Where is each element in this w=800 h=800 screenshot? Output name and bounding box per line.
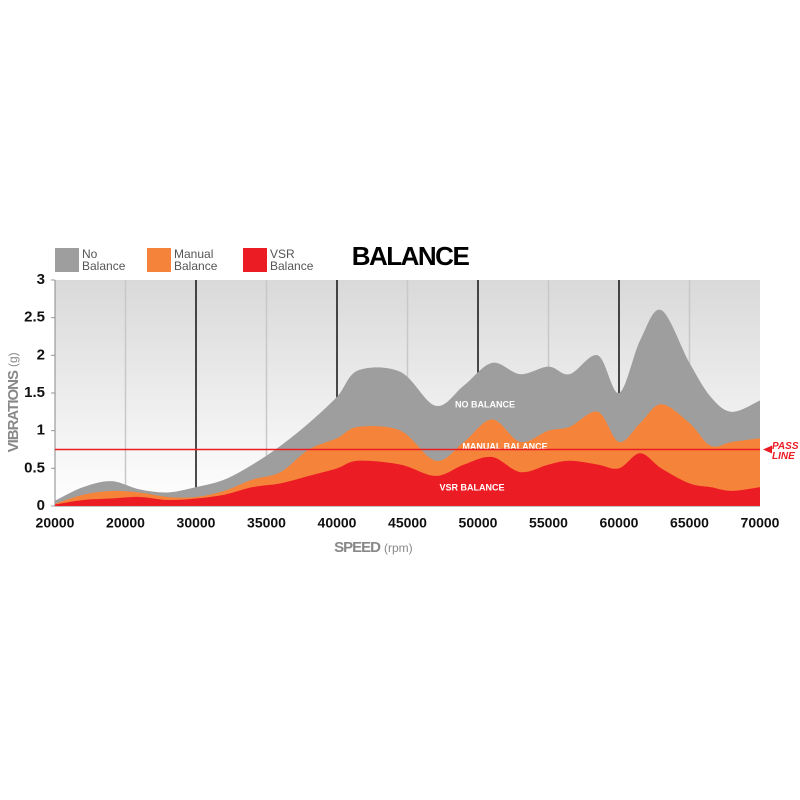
legend-label: No Balance [82, 247, 126, 273]
y-axis-label: VIBRATIONS [5, 370, 22, 452]
legend-label: Manual Balance [174, 247, 218, 273]
legend-swatch [55, 248, 79, 272]
x-tick-label: 20000 [36, 515, 75, 531]
y-tick-label: 2 [37, 346, 45, 363]
x-tick-label: 50000 [459, 515, 498, 531]
x-tick-label: 60000 [600, 515, 639, 531]
y-tick-label: 0 [37, 497, 45, 514]
area-label: NO BALANCE [455, 399, 515, 409]
x-tick-label: 30000 [177, 515, 216, 531]
legend-swatch [243, 248, 267, 272]
area-label: MANUAL BALANCE [462, 441, 547, 451]
x-axis-unit: (rpm) [384, 541, 413, 555]
x-tick-label: 45000 [388, 515, 427, 531]
x-axis-label: SPEED [334, 539, 381, 556]
y-tick-label: 2.5 [24, 309, 45, 326]
x-tick-label: 55000 [529, 515, 568, 531]
x-tick-label: 35000 [247, 515, 286, 531]
y-tick-label: 1 [37, 422, 45, 439]
x-tick-label: 20000 [106, 515, 145, 531]
x-tick-label: 65000 [670, 515, 709, 531]
y-tick-label: 3 [37, 271, 45, 288]
y-axis-unit: (g) [6, 352, 20, 367]
pass-arrow [763, 445, 772, 454]
legend-label: VSR Balance [270, 247, 314, 273]
y-tick-label: 1.5 [24, 384, 45, 401]
area [55, 453, 760, 506]
pass-line-label: PASS LINE [772, 440, 799, 462]
y-tick-label: 0.5 [24, 459, 45, 476]
x-tick-label: 40000 [318, 515, 357, 531]
chart-title: BALANCE [352, 241, 470, 271]
legend-swatch [147, 248, 171, 272]
x-tick-label: 70000 [741, 515, 780, 531]
area-label: VSR BALANCE [439, 482, 504, 492]
